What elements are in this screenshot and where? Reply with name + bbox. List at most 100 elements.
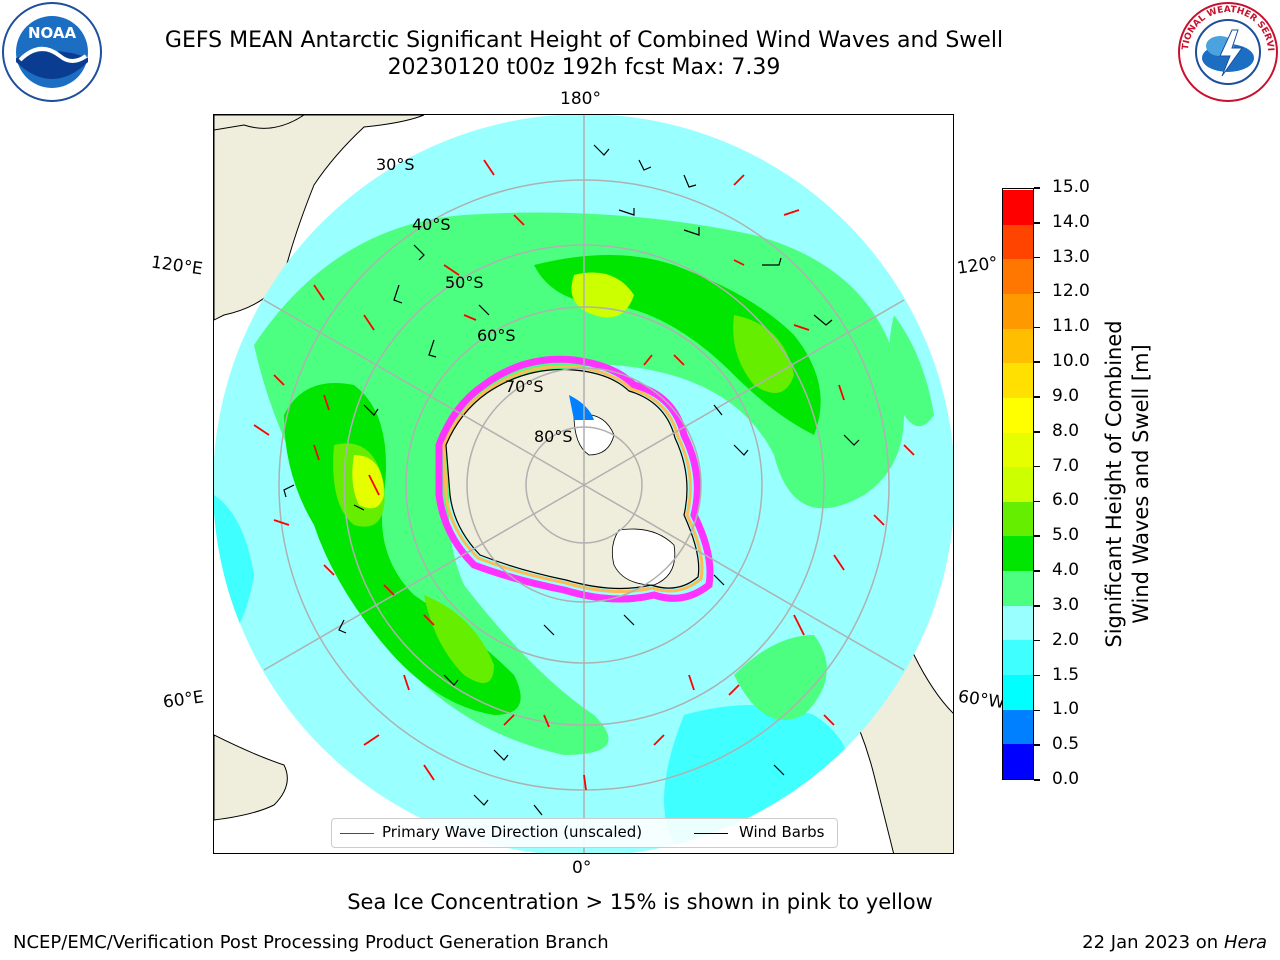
colorbar-tick [1034,744,1040,746]
wave-arrow [673,354,685,366]
colorbar [1002,188,1034,780]
colorbar-tick [1034,431,1040,433]
wind-barb [413,244,425,261]
colorbar-tick-label: 5.0 [1052,525,1080,546]
wave-arrow [513,214,525,226]
wave-arrow [903,444,915,456]
colorbar-tick [1034,396,1040,398]
colorbar-tick [1034,361,1040,363]
colorbar-tick [1034,187,1040,189]
colorbar-segment [1003,535,1033,572]
wind-barb [638,159,652,171]
wind-barb [543,624,555,636]
wind-barb [428,339,437,358]
colorbar-tick [1034,291,1040,294]
colorbar-tick-label: 8.0 [1052,420,1080,441]
wave-arrow [838,384,845,401]
colorbar-segment [1003,397,1033,433]
wave-arrow [793,614,805,636]
colorbar-segment [1003,501,1033,537]
colorbar-tick-label: 11.0 [1052,316,1090,337]
footer-timestamp: 22 Jan 2023 on Hera [1082,932,1267,953]
colorbar-tick [1034,674,1040,677]
colorbar-segment [1003,743,1033,779]
latitude-labels: 30°S 40°S 50°S 60°S 70°S 80°S [376,155,573,446]
footer-date: 22 Jan 2023 on [1082,932,1224,953]
lon-label-left-upper: 120°E [149,252,204,280]
polar-map-canvas: 30°S 40°S 50°S 60°S 70°S 80°S [214,115,953,853]
wave-arrow [583,774,587,791]
colorbar-tick [1034,709,1040,712]
noaa-logo-icon: NOAA [2,2,102,102]
wave-arrow [253,424,270,436]
colorbar-tick [1034,570,1040,572]
colorbar-tick-label: 13.0 [1052,246,1090,267]
colorbar-segment [1003,639,1033,676]
colorbar-tick [1034,605,1040,607]
lon-label-right-upper: 120° [955,253,1000,279]
colorbar-segment [1003,709,1033,745]
wave-arrow [823,714,835,726]
wave-arrow [363,734,380,746]
lon-label-top: 180° [560,89,601,109]
wind-barb [713,574,725,586]
wave-arrow [273,374,285,386]
wave-arrow [503,714,515,726]
sea-ice-note: Sea Ice Concentration > 15% is shown in … [347,890,933,914]
wave-arrow [733,259,745,266]
wave-arrow [833,554,845,571]
colorbar-tick-label: 4.0 [1052,560,1080,581]
wave-arrow [273,519,290,526]
wind-barb [353,504,365,511]
wind-barb [623,614,635,626]
colorbar-tick [1034,256,1040,259]
colorbar-label-line2: Wind Waves and Swell [m] [1129,344,1153,624]
footer-credit: NCEP/EMC/Verification Post Processing Pr… [13,932,609,953]
weddell-ice-shelf [611,528,676,586]
wind-barb [618,208,635,216]
colorbar-tick-label: 3.0 [1052,594,1080,615]
colorbar-label: Significant Height of Combined Wind Wave… [1101,274,1155,694]
colorbar-segment [1003,293,1033,329]
wave-arrow [793,324,810,331]
colorbar-segment [1003,258,1033,294]
wind-barb [843,434,860,446]
wind-barb [338,619,347,634]
wave-arrow [873,514,885,526]
wave-arrow [363,314,375,331]
lat-label-40s: 40°S [412,215,451,234]
colorbar-segment [1003,674,1033,710]
wind-barb [733,444,749,456]
wind-barb [593,144,610,156]
colorbar-tick-label: 2.0 [1052,629,1080,650]
colorbar-tick [1034,639,1040,642]
wave-height-field [214,212,934,853]
colorbar-segment [1003,570,1033,606]
wind-barb [493,749,509,761]
wave-direction-arrows [253,159,915,791]
wind-barb [393,284,403,304]
colorbar-tick-label: 10.0 [1052,351,1090,372]
legend-wave-label: Primary Wave Direction (unscaled) [382,823,643,841]
colorbar-tick-label: 15.0 [1052,177,1090,197]
graticule [214,115,953,853]
colorbar-tick-label: 7.0 [1052,455,1080,476]
wind-barb [773,764,785,776]
legend-wave-line [340,833,374,834]
wave-arrow [443,264,460,276]
colorbar-tick-label: 1.0 [1052,699,1080,720]
colorbar-segment [1003,328,1033,364]
colorbar-tick-label: 9.0 [1052,385,1080,406]
colorbar-segment [1003,466,1033,502]
wind-barb [363,404,379,416]
wind-barbs [283,144,860,816]
colorbar-tick-label: 14.0 [1052,211,1090,232]
wave-arrow [483,159,495,176]
wave-arrow [653,734,665,746]
map-legend: Primary Wave Direction (unscaled) Wind B… [331,818,838,848]
sea-ice-ring-inner [442,365,704,594]
lat-label-80s: 80°S [534,427,573,446]
wind-barb [713,404,723,416]
svg-text:NOAA: NOAA [28,24,77,42]
colorbar-tick [1034,222,1040,224]
